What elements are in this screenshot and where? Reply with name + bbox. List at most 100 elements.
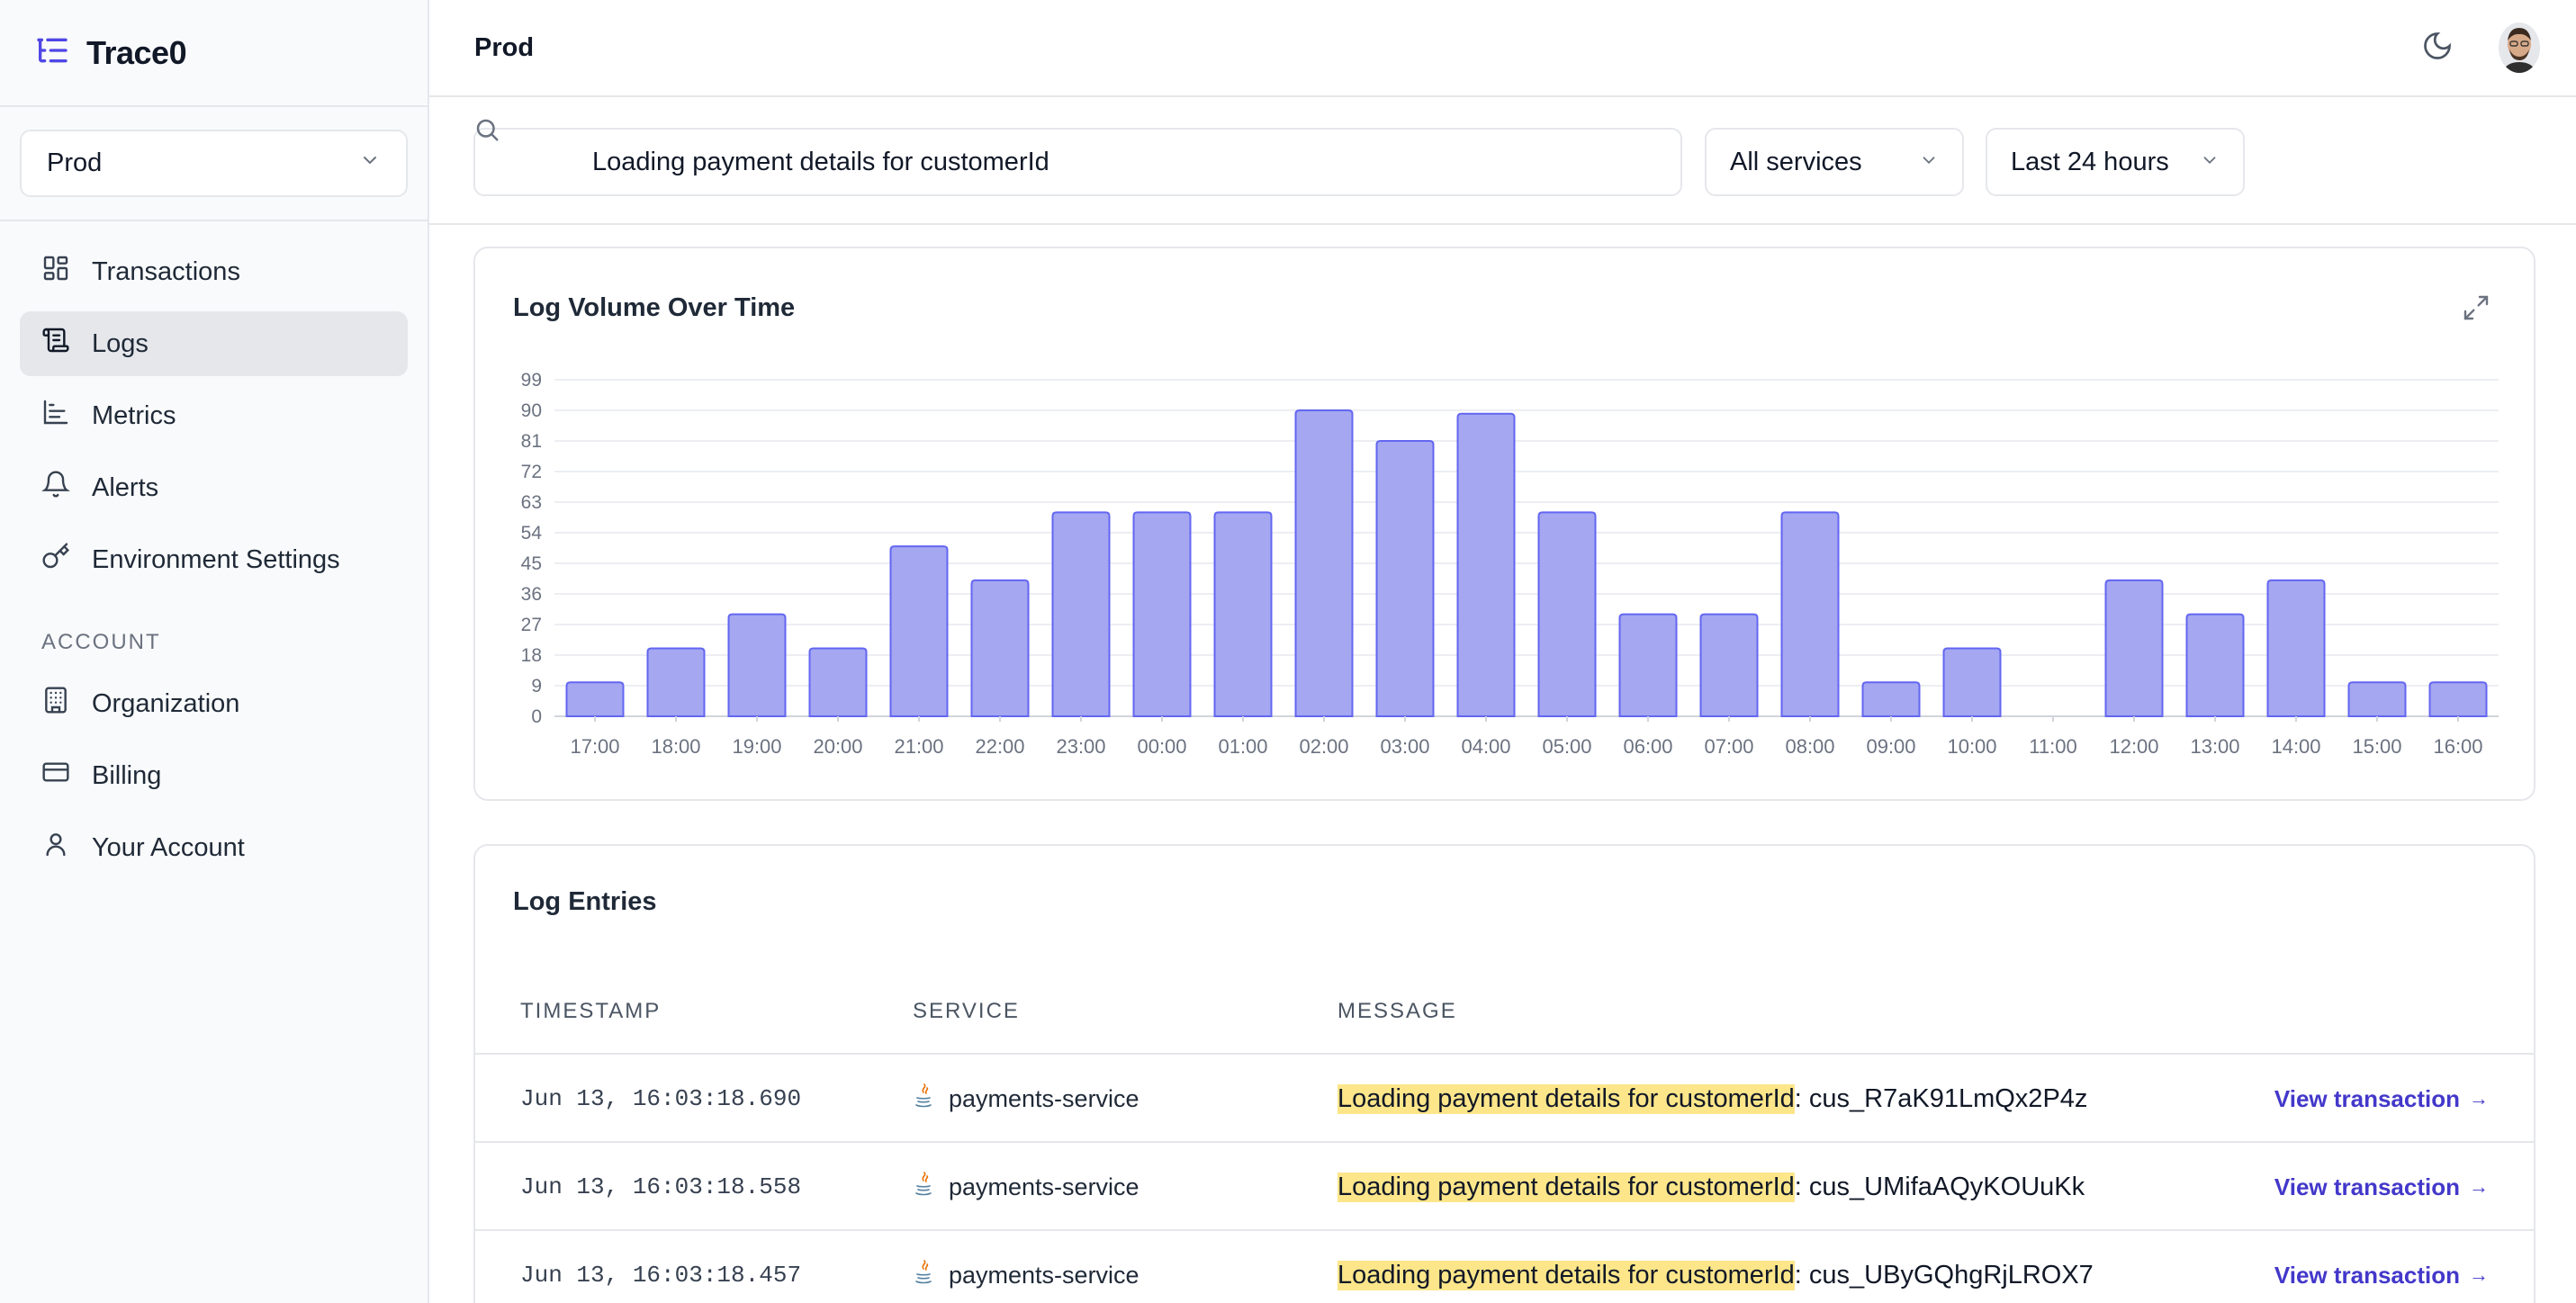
filter-bar: Loading payment details for customerId A…: [429, 99, 2576, 225]
x-tick-label: 20:00: [813, 735, 862, 758]
logs-icon: [41, 326, 92, 362]
nav-label: Metrics: [92, 400, 176, 430]
expand-icon[interactable]: [2462, 293, 2490, 322]
timestamp-cell: Jun 13, 16:03:18.558: [520, 1173, 802, 1200]
timestamp-cell: Jun 13, 16:03:18.690: [520, 1085, 802, 1112]
message-rest: : cus_UByGQhgRjLROX7: [1794, 1260, 2094, 1290]
service-name: payments-service: [949, 1261, 1139, 1289]
chart-bar: [727, 613, 787, 717]
message-highlight: Loading payment details for customerId: [1338, 1172, 1795, 1202]
x-tick-label: 23:00: [1056, 735, 1105, 758]
nav-item-environment-settings[interactable]: Environment Settings: [20, 527, 408, 592]
view-transaction-link[interactable]: View transaction →: [2274, 1055, 2489, 1143]
nav-label: Environment Settings: [92, 544, 340, 574]
time-range-value: Last 24 hours: [2011, 147, 2169, 176]
chart-bar: [1861, 681, 1921, 717]
chart-bar: [1375, 440, 1435, 717]
x-tick-label: 06:00: [1623, 735, 1672, 758]
brand[interactable]: Trace0: [0, 0, 428, 107]
table-row[interactable]: Jun 13, 16:03:18.457 payments-service Lo…: [475, 1231, 2534, 1303]
x-tick-label: 03:00: [1380, 735, 1429, 758]
chart-bar: [1132, 511, 1192, 717]
chart-bar: [565, 681, 625, 717]
x-tick-label: 17:00: [570, 735, 619, 758]
avatar[interactable]: [2499, 22, 2540, 73]
nav-item-billing[interactable]: Billing: [20, 743, 408, 808]
arrow-right-icon: →: [2469, 1175, 2489, 1198]
nav-item-alerts[interactable]: Alerts: [20, 455, 408, 520]
nav-item-logs[interactable]: Logs: [20, 311, 408, 376]
x-tick-label: 22:00: [975, 735, 1024, 758]
link-label: View transaction: [2274, 1173, 2460, 1200]
chart-bar: [1618, 613, 1678, 717]
x-tick-label: 02:00: [1299, 735, 1348, 758]
chart-bar: [2347, 681, 2407, 717]
bell-icon: [41, 470, 92, 506]
chart-bar: [1294, 409, 1354, 717]
time-range-select[interactable]: Last 24 hours: [1986, 128, 2245, 196]
x-tick-label: 00:00: [1137, 735, 1186, 758]
java-icon: [913, 1171, 949, 1204]
message-highlight: Loading payment details for customerId: [1338, 1083, 1795, 1114]
topbar: Prod: [429, 0, 2576, 97]
nav-item-transactions[interactable]: Transactions: [20, 239, 408, 304]
table-header: TIMESTAMP SERVICE MESSAGE: [475, 968, 2534, 1055]
x-tick-label: 21:00: [894, 735, 943, 758]
x-tick-label: 14:00: [2271, 735, 2320, 758]
environment-select[interactable]: Prod: [20, 130, 408, 197]
x-tick-label: 05:00: [1542, 735, 1591, 758]
message-rest: : cus_R7aK91LmQx2P4z: [1794, 1083, 2088, 1113]
chart-bar: [2428, 681, 2488, 717]
nav-item-organization[interactable]: Organization: [20, 671, 408, 736]
moon-icon[interactable]: [2421, 30, 2454, 67]
message-rest: : cus_UMifaAQyKOUuKk: [1794, 1172, 2085, 1201]
y-tick-label: 99: [521, 370, 542, 391]
app-name: Trace0: [86, 33, 187, 71]
service-filter-select[interactable]: All services: [1705, 128, 1964, 196]
y-tick-label: 9: [531, 676, 542, 696]
x-tick-label: 10:00: [1947, 735, 1996, 758]
chart-bar: [1456, 412, 1516, 717]
chart-bar: [1537, 511, 1597, 717]
x-tick-label: 07:00: [1704, 735, 1753, 758]
link-label: View transaction: [2274, 1261, 2460, 1289]
table-row[interactable]: Jun 13, 16:03:18.690 payments-service Lo…: [475, 1055, 2534, 1143]
message-cell: Loading payment details for customerId: …: [1338, 1231, 2094, 1303]
building-icon: [41, 686, 92, 722]
link-label: View transaction: [2274, 1084, 2460, 1112]
chart-bar: [1699, 613, 1759, 717]
account-section-heading: ACCOUNT: [41, 630, 161, 654]
chart-bar: [808, 647, 868, 717]
table-row[interactable]: Jun 13, 16:03:18.558 payments-service Lo…: [475, 1143, 2534, 1231]
column-header-timestamp[interactable]: TIMESTAMP: [520, 999, 662, 1023]
x-tick-label: 11:00: [2029, 735, 2076, 758]
x-tick-label: 16:00: [2433, 735, 2482, 758]
nav-item-metrics[interactable]: Metrics: [20, 383, 408, 448]
column-header-message[interactable]: MESSAGE: [1338, 999, 1457, 1023]
timestamp-cell: Jun 13, 16:03:18.457: [520, 1262, 802, 1289]
chart-bar: [1213, 511, 1273, 717]
chart-bar: [646, 647, 706, 717]
view-transaction-link[interactable]: View transaction →: [2274, 1231, 2489, 1303]
chart-bar: [1051, 511, 1111, 717]
message-cell: Loading payment details for customerId: …: [1338, 1143, 2085, 1231]
nav-item-your-account[interactable]: Your Account: [20, 815, 408, 880]
service-cell: payments-service: [913, 1055, 1139, 1143]
user-icon: [41, 830, 92, 866]
column-header-service[interactable]: SERVICE: [913, 999, 1020, 1023]
log-entries-card: Log Entries TIMESTAMP SERVICE MESSAGE Ju…: [473, 844, 2535, 1303]
y-tick-label: 90: [521, 400, 542, 421]
y-tick-label: 27: [521, 615, 542, 635]
arrow-right-icon: →: [2469, 1263, 2489, 1286]
y-tick-label: 54: [521, 523, 543, 544]
log-entries-title: Log Entries: [513, 887, 657, 916]
search-input[interactable]: Loading payment details for customerId: [473, 119, 1682, 196]
service-name: payments-service: [949, 1173, 1139, 1200]
y-tick-label: 81: [521, 431, 542, 452]
main-nav: Transactions Logs Metrics Alerts Environ…: [0, 221, 428, 880]
chart-bar: [2185, 613, 2245, 717]
log-volume-chart: 0 9 18 27 36 45 54 63 72 81 90 99 17:00 18:00 19:00 20:…: [521, 370, 2499, 758]
x-tick-label: 04:00: [1461, 735, 1510, 758]
view-transaction-link[interactable]: View transaction →: [2274, 1143, 2489, 1231]
environment-select-value: Prod: [47, 148, 103, 177]
